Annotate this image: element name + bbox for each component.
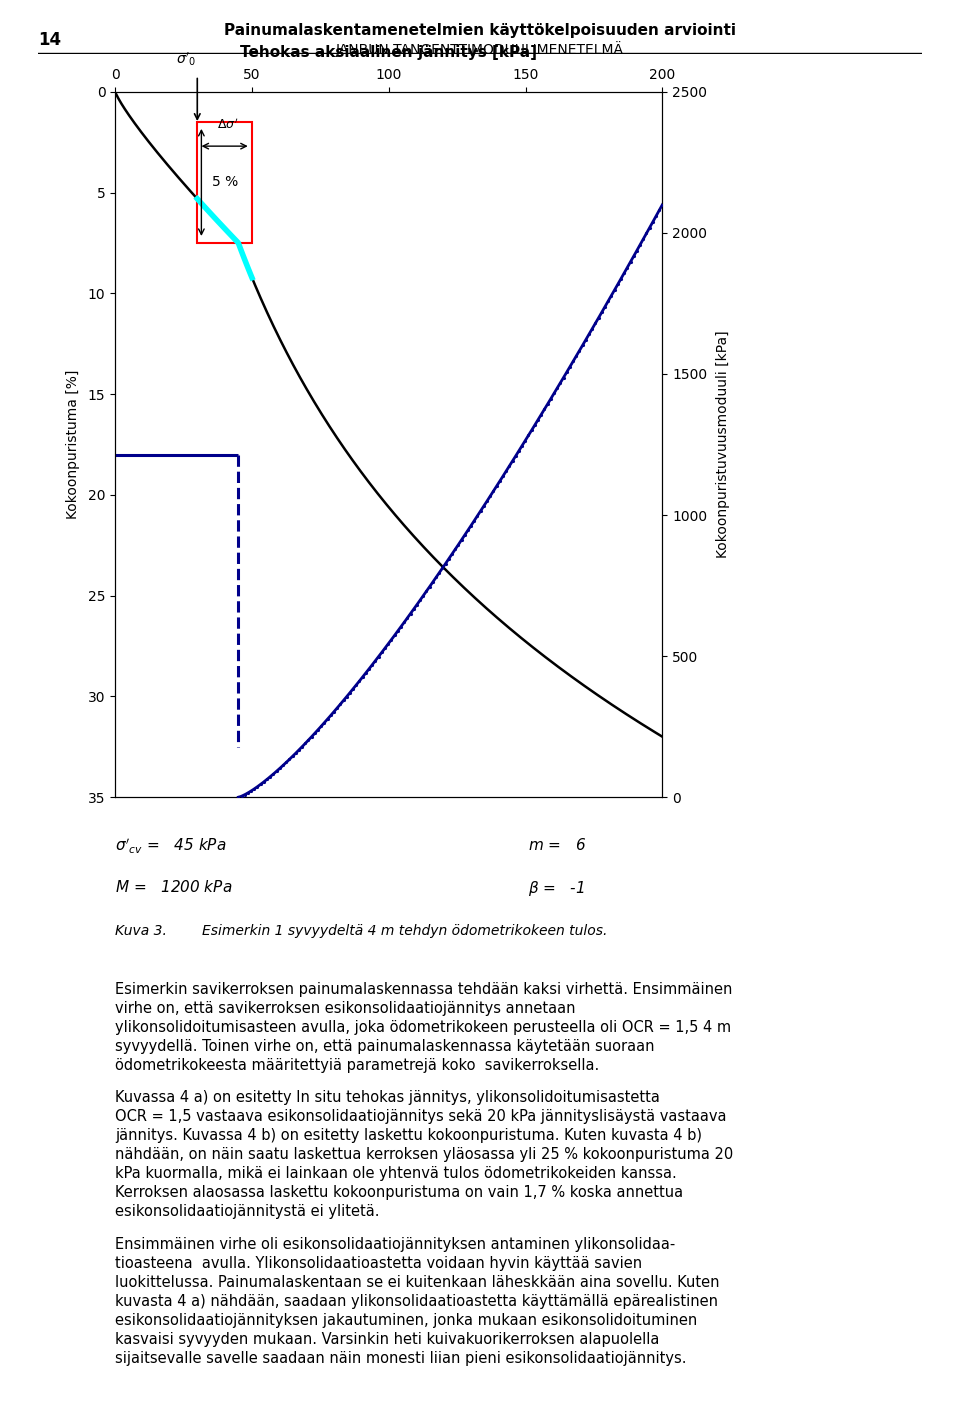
Text: Esimerkin savikerroksen painumalaskennassa tehdään kaksi virhettä. Ensimmäinen: Esimerkin savikerroksen painumalaskennas… xyxy=(115,982,732,998)
Text: Esimerkin 1 syvyydeltä 4 m tehdyn ödometrikokeen tulos.: Esimerkin 1 syvyydeltä 4 m tehdyn ödomet… xyxy=(202,924,607,938)
Text: 5 %: 5 % xyxy=(212,175,239,189)
Text: $\Delta\sigma'$: $\Delta\sigma'$ xyxy=(217,117,238,133)
X-axis label: Tehokas aksiaalinen jännitys [kPa]: Tehokas aksiaalinen jännitys [kPa] xyxy=(240,45,538,59)
Text: ödometrikokeesta määritettyiä parametrejä koko  savikerroksella.: ödometrikokeesta määritettyiä parametrej… xyxy=(115,1058,599,1072)
Y-axis label: Kokoonpuristuvuusmoduuli [kPa]: Kokoonpuristuvuusmoduuli [kPa] xyxy=(715,330,730,559)
Text: Kuva 3.: Kuva 3. xyxy=(115,924,167,938)
Text: Kerroksen alaosassa laskettu kokoonpuristuma on vain 1,7 % koska annettua: Kerroksen alaosassa laskettu kokoonpuris… xyxy=(115,1185,684,1201)
Text: kuvasta 4 a) nähdään, saadaan ylikonsolidaatioastetta käyttämällä epärealistinen: kuvasta 4 a) nähdään, saadaan ylikonsoli… xyxy=(115,1294,718,1308)
Text: sijaitsevalle savelle saadaan näin monesti liian pieni esikonsolidaatiojännitys.: sijaitsevalle savelle saadaan näin mones… xyxy=(115,1350,686,1366)
Text: Painumalaskentamenetelmien käyttökelpoisuuden arviointi: Painumalaskentamenetelmien käyttökelpois… xyxy=(224,23,736,38)
Text: kPa kuormalla, mikä ei lainkaan ole yhtenvä tulos ödometrikokeiden kanssa.: kPa kuormalla, mikä ei lainkaan ole yhte… xyxy=(115,1167,677,1181)
Text: 14: 14 xyxy=(38,31,61,49)
Text: jännitys. Kuvassa 4 b) on esitetty laskettu kokoonpuristuma. Kuten kuvasta 4 b): jännitys. Kuvassa 4 b) on esitetty laske… xyxy=(115,1129,702,1143)
Text: Ensimmäinen virhe oli esikonsolidaatiojännityksen antaminen ylikonsolidaa-: Ensimmäinen virhe oli esikonsolidaatiojä… xyxy=(115,1236,676,1252)
Text: tioasteena  avulla. Ylikonsolidaatioastetta voidaan hyvin käyttää savien: tioasteena avulla. Ylikonsolidaatioastet… xyxy=(115,1256,642,1271)
Text: nähdään, on näin saatu laskettua kerroksen yläosassa yli 25 % kokoonpuristuma 20: nähdään, on näin saatu laskettua kerroks… xyxy=(115,1147,733,1163)
Text: OCR = 1,5 vastaava esikonsolidaatiojännitys sekä 20 kPa jännityslisäystä vastaav: OCR = 1,5 vastaava esikonsolidaatiojänni… xyxy=(115,1109,727,1125)
Text: $m$ =   6: $m$ = 6 xyxy=(528,837,586,852)
Text: virhe on, että savikerroksen esikonsolidaatiojännitys annetaan: virhe on, että savikerroksen esikonsolid… xyxy=(115,1000,576,1016)
Text: JANBUN TANGENTTIMODUULIMENETELMÄ: JANBUN TANGENTTIMODUULIMENETELMÄ xyxy=(336,41,624,56)
Text: syvyydellä. Toinen virhe on, että painumalaskennassa käytetään suoraan: syvyydellä. Toinen virhe on, että painum… xyxy=(115,1038,655,1054)
Y-axis label: Kokoonpuristuma [%]: Kokoonpuristuma [%] xyxy=(65,370,80,519)
Text: kasvaisi syvyyden mukaan. Varsinkin heti kuivakuorikerroksen alapuolella: kasvaisi syvyyden mukaan. Varsinkin heti… xyxy=(115,1332,660,1346)
Bar xyxy=(198,121,252,243)
Text: $M$ =   1200 kPa: $M$ = 1200 kPa xyxy=(115,879,232,895)
Text: esikonsolidaatiojännityksen jakautuminen, jonka mukaan esikonsolidoituminen: esikonsolidaatiojännityksen jakautuminen… xyxy=(115,1312,698,1328)
Text: esikonsolidaatiojännitystä ei ylitetä.: esikonsolidaatiojännitystä ei ylitetä. xyxy=(115,1205,380,1219)
Text: $\sigma'_{cv}$ =   45 kPa: $\sigma'_{cv}$ = 45 kPa xyxy=(115,837,227,856)
Text: $\beta$ =   -1: $\beta$ = -1 xyxy=(528,879,585,897)
Text: $\sigma'_0$: $\sigma'_0$ xyxy=(176,49,196,68)
Text: ylikonsolidoitumisasteen avulla, joka ödometrikokeen perusteella oli OCR = 1,5 4: ylikonsolidoitumisasteen avulla, joka öd… xyxy=(115,1020,732,1036)
Text: luokittelussa. Painumalaskentaan se ei kuitenkaan läheskkään aina sovellu. Kuten: luokittelussa. Painumalaskentaan se ei k… xyxy=(115,1274,720,1290)
Text: Kuvassa 4 a) on esitetty In situ tehokas jännitys, ylikonsolidoitumisastetta: Kuvassa 4 a) on esitetty In situ tehokas… xyxy=(115,1091,660,1105)
